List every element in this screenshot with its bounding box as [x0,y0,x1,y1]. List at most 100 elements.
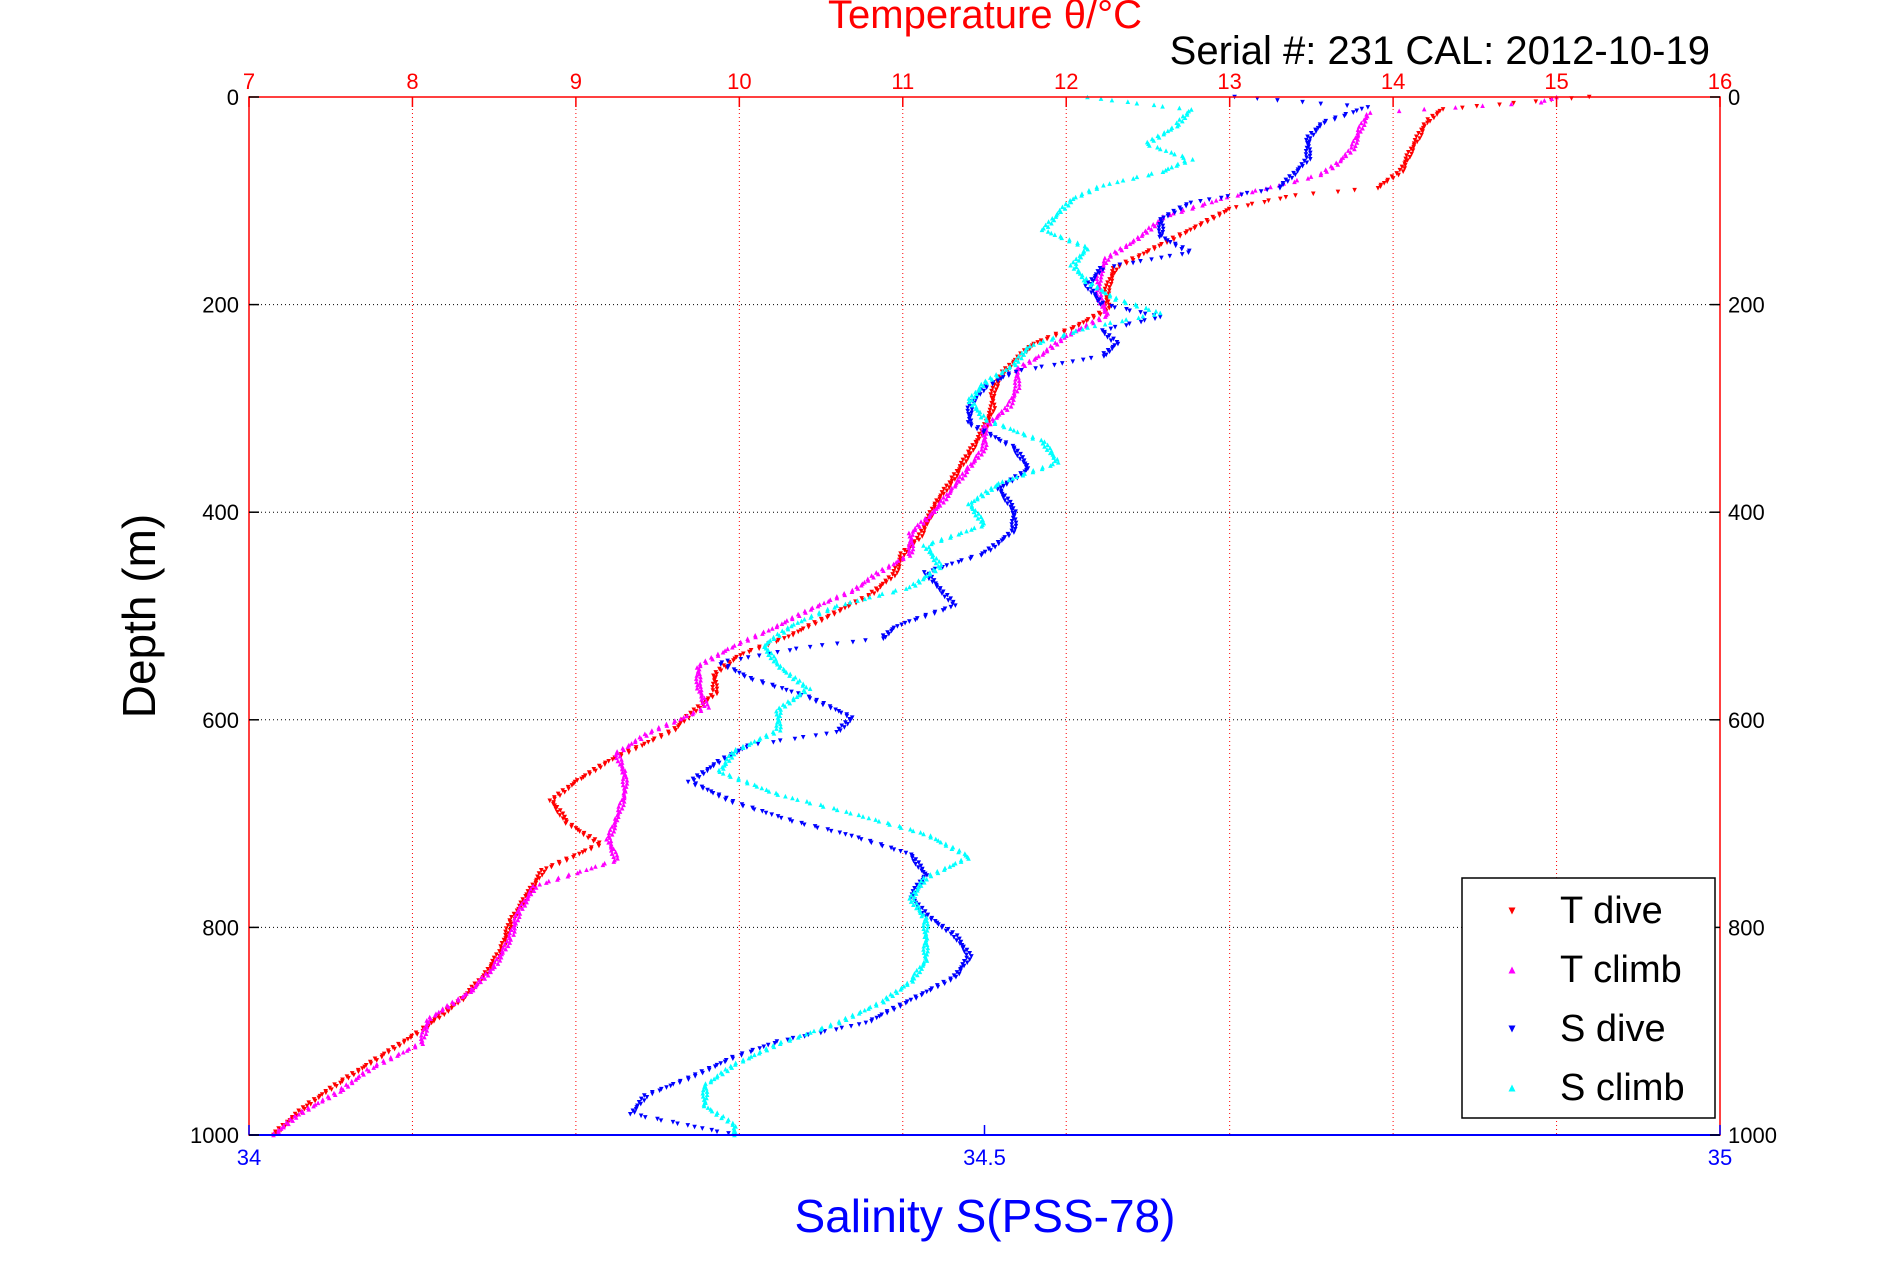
data-point [914,882,920,888]
data-point [924,517,930,523]
data-point [729,1065,735,1070]
data-point [1152,316,1158,322]
data-point [1044,348,1050,354]
data-point [1146,307,1152,312]
data-point [1384,179,1390,185]
top-tick-label: 13 [1217,69,1241,94]
data-point [1060,333,1066,339]
data-point [1310,191,1316,197]
data-point [757,1046,763,1051]
data-point [533,880,539,886]
data-point [638,1101,644,1107]
data-point [1304,155,1309,160]
data-point [555,877,560,882]
data-point [698,677,703,683]
data-point [664,723,670,728]
data-point [1142,311,1148,317]
data-point [817,611,822,617]
data-point [645,739,651,745]
data-point [1400,169,1406,175]
data-point [819,618,825,624]
data-point [969,527,974,532]
data-point [511,911,517,917]
data-point [1149,171,1154,176]
data-point [1131,176,1136,181]
data-point [340,1087,346,1092]
data-point [1160,169,1166,175]
data-point [1414,134,1419,140]
data-point [276,1129,281,1135]
data-point [620,779,626,785]
data-point [901,553,907,558]
data-point [611,846,616,852]
data-point [668,1083,673,1089]
data-point [936,922,941,927]
data-point [1417,136,1423,141]
data-point [922,909,928,914]
data-point [681,719,687,724]
data-point [1381,181,1387,186]
data-point [371,1065,376,1070]
top-tick-label: 9 [570,69,582,94]
data-point [1010,400,1015,406]
data-point [837,830,843,836]
data-point [1378,184,1383,189]
data-point [795,679,800,685]
data-point [929,506,935,512]
data-point [619,797,625,802]
data-point [495,961,501,966]
data-point [1307,136,1313,141]
data-point [1405,158,1410,163]
data-point [1192,226,1197,231]
data-point [745,655,751,660]
data-point [1051,455,1056,460]
data-point [843,601,848,607]
data-point [873,817,878,822]
data-point [400,1049,406,1055]
data-point [761,1044,767,1050]
data-point [714,671,719,677]
data-point [703,660,709,665]
data-point [782,619,788,625]
data-point [960,475,965,481]
data-point [596,843,602,849]
data-point [700,1090,706,1096]
data-point [886,565,892,570]
data-point [602,762,608,767]
data-point [881,636,886,642]
data-point [588,846,594,852]
data-point [414,1032,420,1037]
data-point [1039,364,1044,370]
data-point [1124,306,1129,312]
data-point [1023,348,1028,354]
data-point [499,951,505,957]
data-point [778,815,784,821]
data-point [691,778,697,783]
data-point [1022,432,1028,438]
data-point [733,748,738,754]
data-point [793,646,799,652]
data-point [1011,393,1017,399]
data-point [320,1098,325,1104]
data-point [918,863,924,869]
data-point [494,956,500,962]
data-point [750,677,755,683]
data-point [644,1094,650,1100]
data-point [1157,234,1162,240]
data-point [911,889,917,895]
data-point [1019,368,1024,373]
y-axis-title: Depth (m) [113,514,165,718]
data-point [988,548,993,553]
data-point [776,665,782,670]
data-point [622,768,628,773]
data-point [304,1103,310,1109]
data-point [677,1080,683,1086]
data-point [1011,530,1017,535]
data-point [1042,444,1047,449]
data-point [608,838,614,844]
data-point [941,495,946,500]
legend-label: T dive [1560,890,1663,932]
data-point [1080,251,1085,257]
data-point [1165,166,1171,171]
x-axis-title-bottom: Salinity S(PSS-78) [795,1190,1176,1242]
